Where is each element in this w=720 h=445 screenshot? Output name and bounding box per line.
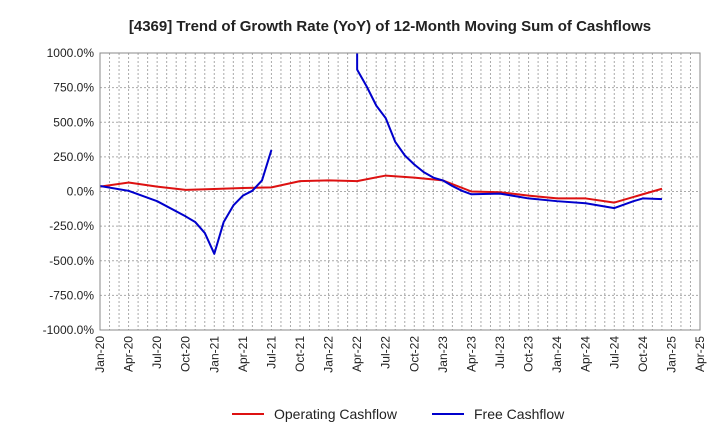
x-tick-label: Oct-21 xyxy=(293,336,307,372)
x-tick-label: Oct-23 xyxy=(522,336,536,372)
plot-frame xyxy=(99,52,701,331)
free-cashflow-line-segment-2 xyxy=(356,53,663,210)
x-tick-label: Jan-20 xyxy=(93,336,107,373)
x-tick-label: Jan-25 xyxy=(664,336,678,373)
x-tick-label: Jan-22 xyxy=(322,336,336,373)
y-tick-label: -250.0% xyxy=(49,219,94,233)
legend-label-free-cashflow: Free Cashflow xyxy=(474,406,565,422)
x-tick-label: Apr-24 xyxy=(579,336,593,372)
y-tick-label: 0.0% xyxy=(67,185,95,199)
operating-cashflow-line xyxy=(100,174,663,204)
y-tick-label: 750.0% xyxy=(53,81,94,95)
y-tick-label: 500.0% xyxy=(53,115,94,129)
x-tick-label: Jan-21 xyxy=(207,336,221,373)
y-tick-label: -500.0% xyxy=(49,254,94,268)
x-tick-label: Jul-20 xyxy=(150,336,164,369)
x-tick-label: Apr-22 xyxy=(350,336,364,372)
x-tick-label: Jul-23 xyxy=(493,336,507,369)
x-tick-label: Jul-22 xyxy=(379,336,393,369)
x-tick-label: Apr-20 xyxy=(122,336,136,372)
y-axis-ticks: 1000.0% 750.0% 500.0% 250.0% 0.0% -250.0% -500… xyxy=(43,46,95,337)
legend-label-operating-cashflow: Operating Cashflow xyxy=(274,406,398,422)
x-tick-label: Jul-21 xyxy=(264,336,278,369)
x-tick-label: Apr-21 xyxy=(236,336,250,372)
x-tick-label: Oct-20 xyxy=(179,336,193,372)
free-cashflow-line-segment-1 xyxy=(100,149,273,255)
x-axis-ticks: Jan-20 Apr-20 Jul-20 Oct-20 Jan-21 Apr-21 Jul-… xyxy=(93,336,707,373)
y-tick-label: 1000.0% xyxy=(47,46,95,60)
x-tick-label: Jul-24 xyxy=(607,336,621,369)
y-tick-label: -750.0% xyxy=(49,288,94,302)
y-tick-label: 250.0% xyxy=(53,150,94,164)
x-tick-label: Jan-23 xyxy=(436,336,450,373)
x-tick-label: Jan-24 xyxy=(550,336,564,373)
x-tick-label: Oct-24 xyxy=(636,336,650,372)
chart-title: [4369] Trend of Growth Rate (YoY) of 12-… xyxy=(129,18,651,35)
x-tick-label: Apr-23 xyxy=(464,336,478,372)
y-tick-label: -1000.0% xyxy=(43,323,95,337)
series-lines xyxy=(100,53,663,255)
legend: Operating Cashflow Free Cashflow xyxy=(232,406,565,422)
x-tick-label: Apr-25 xyxy=(693,336,707,372)
x-tick-label: Oct-22 xyxy=(407,336,421,372)
gridlines xyxy=(99,52,701,331)
